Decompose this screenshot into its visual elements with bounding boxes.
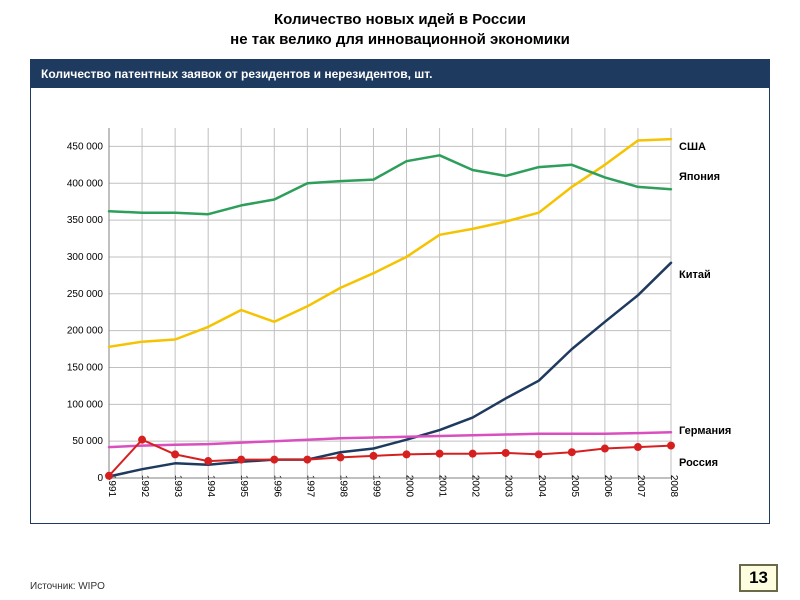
- svg-text:0: 0: [97, 473, 103, 484]
- svg-text:350 000: 350 000: [67, 215, 104, 226]
- svg-text:США: США: [679, 141, 706, 153]
- title-line-2: не так велико для инновационной экономик…: [20, 30, 780, 50]
- chart-container: Количество патентных заявок от резиденто…: [30, 59, 770, 524]
- svg-text:100 000: 100 000: [67, 399, 104, 410]
- svg-text:Япония: Япония: [679, 171, 720, 183]
- svg-text:50 000: 50 000: [72, 436, 103, 447]
- source-label: Источник: WIPO: [30, 581, 105, 592]
- chart-body: 0 50 000 100 000 150 000 200 000 250 000 300 0…: [31, 88, 769, 523]
- svg-text:Китай: Китай: [679, 269, 711, 281]
- svg-text:Россия: Россия: [679, 457, 718, 469]
- svg-text:400 000: 400 000: [67, 178, 104, 189]
- chart-header: Количество патентных заявок от резиденто…: [31, 60, 769, 88]
- line-chart: 0 50 000 100 000 150 000 200 000 250 000 300 0…: [31, 88, 769, 523]
- title-line-1: Количество новых идей в России: [20, 10, 780, 30]
- svg-text:300 000: 300 000: [67, 252, 104, 263]
- svg-text:250 000: 250 000: [67, 289, 104, 300]
- svg-text:150 000: 150 000: [67, 362, 104, 373]
- svg-text:200 000: 200 000: [67, 326, 104, 337]
- svg-text:450 000: 450 000: [67, 141, 104, 152]
- slide-title: Количество новых идей в России не так ве…: [0, 0, 800, 57]
- page-number: 13: [739, 564, 778, 592]
- svg-text:Германия: Германия: [679, 425, 731, 437]
